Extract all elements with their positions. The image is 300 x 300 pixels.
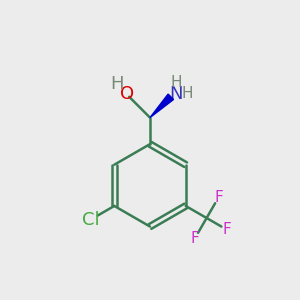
Text: H: H — [170, 76, 182, 91]
Text: H: H — [110, 75, 124, 93]
Polygon shape — [150, 94, 173, 118]
Text: N: N — [169, 85, 183, 103]
Text: Cl: Cl — [82, 211, 99, 229]
Text: F: F — [214, 190, 223, 205]
Text: F: F — [223, 222, 231, 237]
Text: F: F — [190, 231, 199, 246]
Text: O: O — [120, 85, 134, 103]
Text: H: H — [181, 86, 193, 101]
